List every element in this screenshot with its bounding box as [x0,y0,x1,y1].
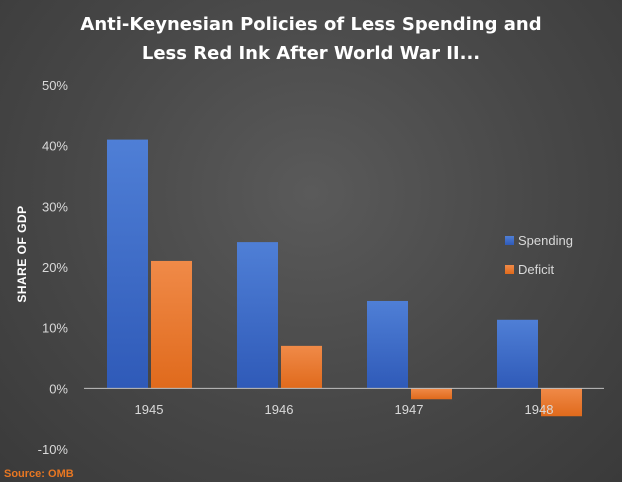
legend-swatch-spending [505,236,514,245]
legend-label-spending: Spending [518,233,573,248]
x-tick-label: 1946 [265,402,294,417]
chart-title-line-1: Anti-Keynesian Policies of Less Spending… [80,14,541,35]
source-note: Source: OMB [4,468,74,480]
bar-spending-1947 [367,300,408,389]
bar-spending-1946 [237,242,278,389]
y-tick-label: 50% [42,78,68,93]
y-tick-label: 30% [42,199,68,214]
y-tick-label: 10% [42,321,68,336]
y-tick-label: 40% [42,139,68,154]
x-tick-label: 1948 [525,402,554,417]
y-axis-label: SHARE OF GDP [15,205,29,302]
legend-label-deficit: Deficit [518,262,555,277]
bar-spending-1945 [107,139,148,389]
x-tick-label: 1945 [135,402,164,417]
bar-spending-1948 [497,319,538,389]
chart-title-line-2: Less Red Ink After World War II... [142,43,480,64]
bar-deficit-1948 [541,388,582,417]
bars [107,139,582,417]
legend-swatch-deficit [505,265,514,274]
bar-deficit-1947 [411,388,452,400]
bar-deficit-1946 [281,345,322,389]
x-axis-ticks: 1945 1946 1947 1948 [135,402,554,417]
y-tick-label: 0% [49,381,68,396]
x-tick-label: 1947 [395,402,424,417]
y-tick-label: -10% [38,442,69,457]
bar-deficit-1945 [151,260,192,389]
y-tick-label: 20% [42,260,68,275]
y-axis-ticks: -10% 0% 10% 20% 30% 40% 50% [38,78,69,457]
legend: Spending Deficit [505,233,573,277]
